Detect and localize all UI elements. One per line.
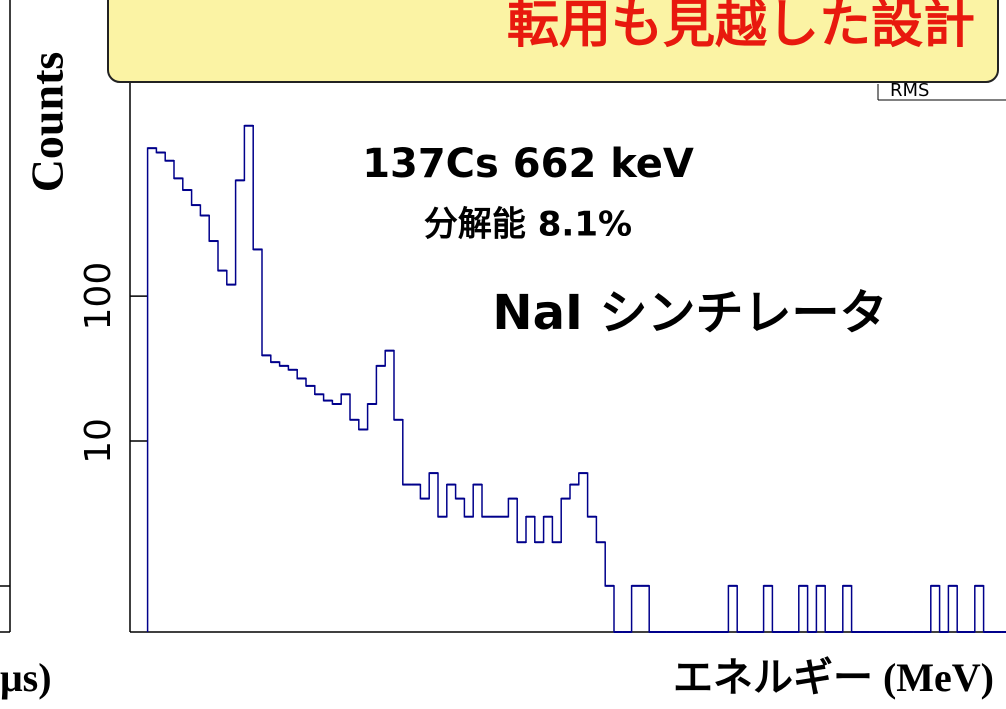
y-axis-title: Counts <box>22 52 73 193</box>
banner-box <box>107 0 999 83</box>
y-tick-label: 100 <box>78 262 119 331</box>
stats-label: RMS <box>890 80 929 101</box>
annotation: NaI シンチレータ <box>492 285 887 341</box>
plot-area: 10 100 <box>78 50 1006 633</box>
annotation: 137Cs 662 keV <box>362 141 694 187</box>
y-tick-label: 10 <box>78 418 119 464</box>
histogram-outline <box>146 124 1006 633</box>
banner-text: 転用も見越した設計 <box>507 0 975 55</box>
x-axis-title: エネルギー (MeV) <box>673 655 994 700</box>
side-panel-xlabel: μs) <box>0 655 52 700</box>
annotation: 分解能 8.1% <box>424 205 632 245</box>
